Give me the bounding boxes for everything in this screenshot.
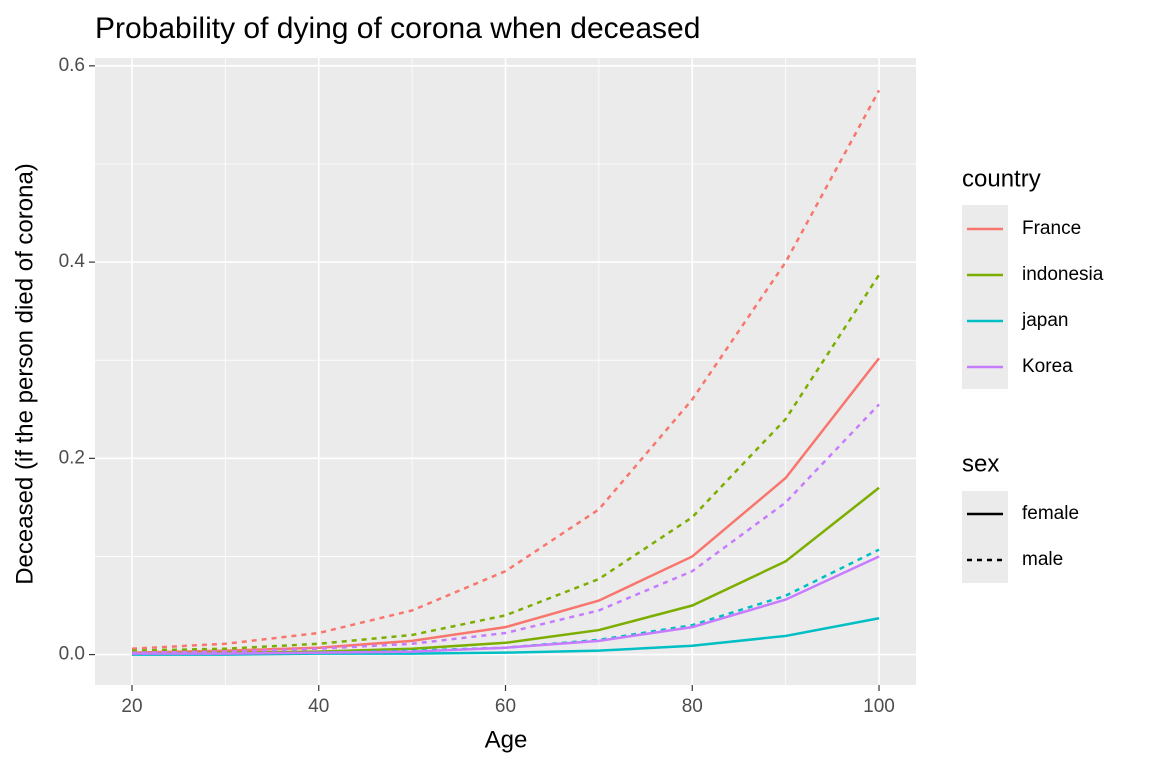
x-tick-label: 40 <box>308 696 329 717</box>
x-tick-label: 60 <box>495 696 516 717</box>
legend-label: japan <box>1021 310 1069 331</box>
series-line <box>131 274 881 652</box>
series-line <box>131 403 880 654</box>
x-tick-label: 20 <box>121 696 142 717</box>
legend-title: country <box>962 165 1041 192</box>
y-tick-label: 0.4 <box>59 251 86 272</box>
legend-key-bg <box>962 491 1008 583</box>
chart-title: Probability of dying of corona when dece… <box>95 12 700 45</box>
x-tick-label: 80 <box>682 696 703 717</box>
x-axis-title: Age <box>485 726 528 753</box>
series-line <box>131 555 880 655</box>
legend-label: male <box>1022 549 1063 570</box>
legend-label: female <box>1022 503 1079 524</box>
y-tick-label: 0.0 <box>59 644 85 665</box>
series-line <box>131 89 881 650</box>
legend-key-bg <box>962 205 1008 389</box>
x-tick-label: 100 <box>863 696 895 717</box>
legend-label: France <box>1022 218 1081 239</box>
legend-label: Korea <box>1022 356 1073 377</box>
y-axis-title: Deceased (if the person died of corona) <box>11 163 38 585</box>
y-tick-label: 0.2 <box>59 447 85 468</box>
legend-title: sex <box>962 450 999 477</box>
legend-label: indonesia <box>1022 264 1104 285</box>
y-tick-label: 0.6 <box>59 55 85 76</box>
